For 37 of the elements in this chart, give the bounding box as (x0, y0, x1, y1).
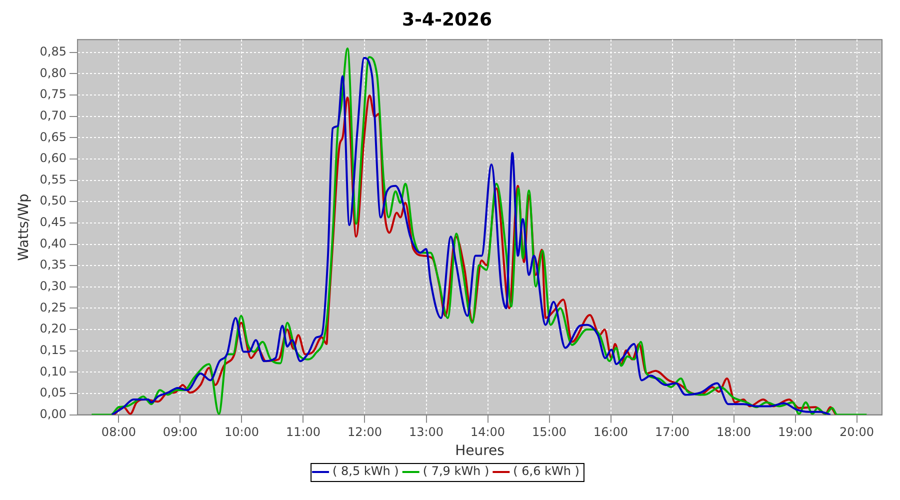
y-tick-label: 0,20 (40, 322, 67, 336)
y-tick-label: 0,05 (40, 386, 67, 400)
y-axis-title: Watts/Wp (16, 193, 32, 261)
legend-label: ( 8,5 kWh ) (332, 464, 399, 478)
y-tick-label: 0,35 (40, 258, 67, 272)
y-tick-label: 0,10 (40, 364, 67, 378)
y-tick-label: 0,75 (40, 87, 67, 102)
y-tick-label: 0,60 (40, 151, 67, 166)
chart-title: 3-4-2026 (402, 9, 492, 30)
y-tick-label: 0,40 (40, 236, 67, 250)
y-tick-label: 0,70 (40, 108, 67, 122)
x-tick-label: 15:00 (532, 425, 567, 440)
y-tick-label: 0,65 (40, 130, 67, 144)
x-tick-label: 12:00 (347, 425, 382, 440)
legend-label: ( 6,6 kWh ) (513, 464, 580, 478)
y-tick-label: 0,50 (40, 194, 67, 208)
x-tick-label: 10:00 (224, 425, 260, 440)
x-tick-label: 14:00 (470, 425, 506, 440)
x-tick-label: 20:00 (839, 425, 874, 440)
x-tick-label: 09:00 (162, 425, 198, 440)
y-tick-label: 0,80 (40, 66, 67, 80)
x-tick-label: 17:00 (654, 425, 690, 440)
x-tick-label: 18:00 (716, 425, 752, 440)
y-tick-label: 0,15 (40, 342, 67, 357)
y-tick-label: 0,85 (40, 44, 67, 59)
x-tick-label: 13:00 (408, 425, 444, 440)
x-axis-title: Heures (455, 443, 504, 460)
y-tick-label: 0,55 (40, 172, 67, 186)
x-tick-label: 19:00 (778, 425, 813, 440)
y-tick-label: 0,00 (40, 406, 67, 421)
y-tick-label: 0,45 (40, 215, 67, 230)
y-tick-label: 0,25 (40, 300, 67, 314)
x-tick-label: 16:00 (593, 425, 628, 440)
legend-label: ( 7,9 kWh ) (422, 464, 490, 478)
y-tick-label: 0,30 (40, 279, 67, 294)
x-tick-label: 11:00 (286, 425, 321, 440)
x-tick-label: 08:00 (101, 425, 136, 440)
